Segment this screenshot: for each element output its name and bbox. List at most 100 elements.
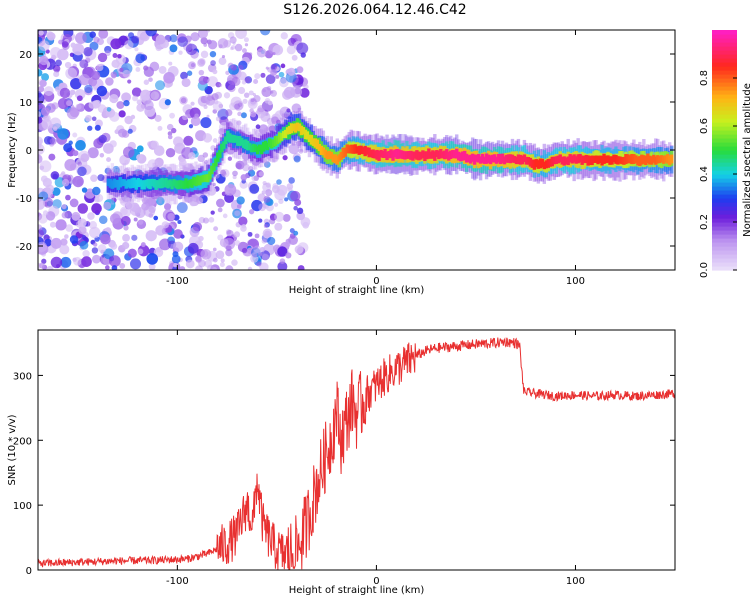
heat-speckle bbox=[90, 174, 98, 182]
heat-speckle bbox=[270, 63, 278, 71]
heat-speckle bbox=[137, 219, 144, 225]
heat-speckle bbox=[131, 35, 140, 44]
colorbar-tick-label: 0.6 bbox=[699, 118, 710, 134]
heat-speckle bbox=[240, 112, 247, 119]
heat-speckle bbox=[202, 217, 210, 224]
heat-speckle bbox=[203, 104, 208, 110]
heat-speckle bbox=[63, 143, 73, 153]
heat-speckle bbox=[132, 95, 138, 102]
heat-speckle bbox=[158, 66, 167, 74]
heat-ridge-cell bbox=[550, 156, 554, 167]
heat-speckle bbox=[39, 55, 49, 66]
heat-ridge-cell bbox=[188, 179, 192, 187]
heat-speckle bbox=[92, 186, 101, 196]
heat-speckle bbox=[265, 182, 271, 188]
heat-ridge-cell bbox=[214, 158, 218, 167]
x-tick-label: 0 bbox=[373, 276, 379, 287]
heat-ridge-cell bbox=[347, 145, 351, 154]
heat-ridge-cell bbox=[234, 135, 238, 143]
y-tick-label: -20 bbox=[16, 242, 32, 253]
heat-ridge-cell bbox=[265, 142, 270, 151]
heat-ridge-cell bbox=[439, 149, 443, 159]
heat-speckle bbox=[280, 63, 286, 69]
heat-speckle bbox=[290, 85, 303, 98]
heat-ridge-cell bbox=[614, 154, 618, 164]
heat-speckle bbox=[116, 101, 125, 109]
heat-speckle bbox=[93, 86, 98, 91]
heat-speckle bbox=[215, 250, 225, 260]
heat-ridge-cell bbox=[626, 154, 630, 164]
heat-speckle bbox=[221, 54, 226, 59]
heat-speckle bbox=[154, 80, 165, 91]
colorbar-segment bbox=[712, 258, 737, 263]
heat-speckle bbox=[111, 265, 118, 270]
heat-ridge-cell bbox=[411, 151, 415, 161]
heat-speckle bbox=[96, 85, 108, 97]
y-tick-label: 0 bbox=[26, 146, 32, 157]
heat-speckle bbox=[171, 127, 177, 134]
heat-speckle bbox=[179, 266, 186, 270]
heat-speckle bbox=[57, 128, 69, 140]
heat-speckle bbox=[251, 175, 258, 182]
heat-speckle bbox=[39, 160, 52, 173]
heat-speckle bbox=[75, 103, 82, 110]
colorbar-segment bbox=[712, 62, 737, 67]
colorbar-segment bbox=[712, 254, 737, 259]
heat-ridge-cell bbox=[592, 155, 596, 163]
heat-ridge-cell bbox=[130, 178, 134, 189]
heat-ridge-cell bbox=[184, 178, 188, 188]
heat-ridge-cell bbox=[443, 150, 447, 160]
heat-speckle bbox=[97, 174, 105, 182]
colorbar-segment bbox=[712, 170, 737, 175]
heat-ridge-cell bbox=[664, 155, 668, 163]
heat-speckle bbox=[137, 248, 144, 255]
heat-ridge-cell bbox=[357, 145, 361, 155]
y-tick-label: -10 bbox=[16, 194, 32, 205]
heat-speckle bbox=[96, 63, 104, 72]
heat-speckle bbox=[267, 236, 276, 245]
heat-ridge-cell bbox=[351, 144, 355, 154]
heat-speckle bbox=[234, 43, 243, 52]
heat-speckle bbox=[49, 155, 54, 160]
heat-speckle bbox=[127, 79, 132, 84]
heat-speckle bbox=[277, 246, 288, 257]
colorbar-segment bbox=[712, 234, 737, 239]
heat-speckle bbox=[282, 214, 291, 222]
heat-speckle bbox=[172, 266, 179, 270]
heat-ridge-cell bbox=[558, 154, 562, 163]
heat-speckle bbox=[249, 108, 254, 113]
heat-speckle bbox=[197, 154, 205, 163]
heat-speckle bbox=[121, 208, 128, 216]
heat-speckle bbox=[77, 203, 89, 214]
heat-ridge-cell bbox=[307, 134, 312, 143]
heat-speckle bbox=[143, 79, 150, 85]
heat-speckle bbox=[302, 221, 310, 229]
heat-speckle bbox=[99, 152, 105, 158]
heat-speckle bbox=[235, 162, 242, 170]
heat-speckle bbox=[98, 215, 108, 225]
heat-speckle bbox=[173, 241, 184, 252]
heat-ridge-cell bbox=[345, 144, 349, 154]
heat-speckle bbox=[225, 109, 233, 117]
heat-speckle bbox=[120, 216, 131, 226]
colorbar-segment bbox=[712, 206, 737, 211]
heat-speckle bbox=[167, 134, 173, 140]
colorbar-segment bbox=[712, 202, 737, 207]
heat-speckle bbox=[122, 69, 131, 78]
heat-speckle bbox=[38, 155, 41, 161]
y-tick-label: 300 bbox=[13, 371, 32, 382]
heat-ridge-cell bbox=[255, 146, 260, 155]
heat-speckle bbox=[61, 178, 70, 187]
heat-speckle bbox=[173, 229, 183, 239]
x-tick-label: -100 bbox=[166, 576, 189, 587]
heat-speckle bbox=[266, 85, 272, 91]
heat-speckle bbox=[279, 258, 286, 264]
colorbar-segment bbox=[712, 250, 737, 255]
heat-speckle bbox=[69, 198, 79, 208]
heat-ridge-cell bbox=[299, 125, 304, 136]
heat-speckle bbox=[55, 219, 67, 231]
heat-ridge-cell bbox=[387, 150, 391, 159]
heat-speckle bbox=[50, 237, 62, 249]
heat-speckle bbox=[209, 50, 217, 58]
heat-speckle bbox=[78, 226, 87, 235]
